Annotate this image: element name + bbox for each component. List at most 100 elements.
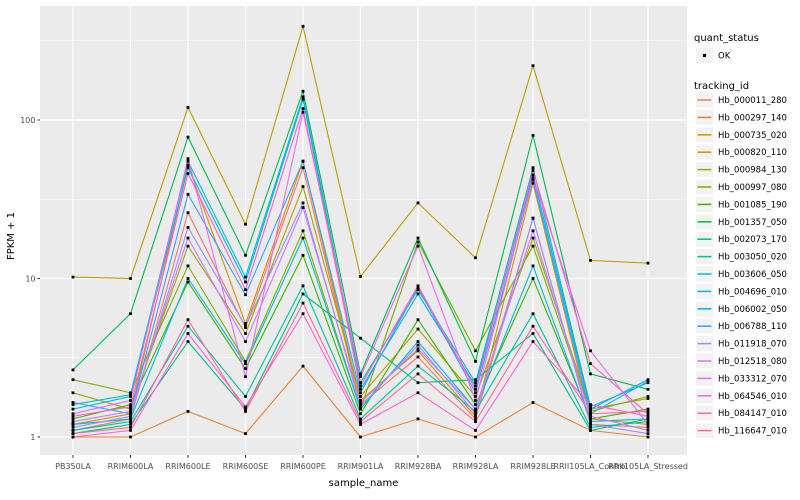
data-point bbox=[71, 429, 75, 432]
legend-item-Hb_000735_020: Hb_000735_020 bbox=[696, 127, 787, 143]
data-point bbox=[244, 322, 247, 325]
legend-item-Hb_000984_130: Hb_000984_130 bbox=[696, 162, 787, 178]
legend-label: Hb_084147_010 bbox=[718, 409, 787, 419]
data-point bbox=[531, 244, 535, 248]
legend-item-Hb_000011_280: Hb_000011_280 bbox=[696, 92, 787, 108]
data-point bbox=[531, 332, 535, 335]
legend-label: Hb_012518_080 bbox=[718, 357, 787, 367]
x-tick-label: PB350LA bbox=[55, 462, 91, 471]
data-point bbox=[301, 97, 305, 101]
legend-label: Hb_000820_110 bbox=[718, 148, 787, 158]
x-tick-label: RRIM928LE bbox=[510, 462, 555, 471]
data-point bbox=[359, 336, 362, 340]
data-point bbox=[531, 229, 535, 233]
legend-item-Hb_000820_110: Hb_000820_110 bbox=[696, 144, 787, 160]
data-point bbox=[244, 360, 247, 363]
data-point bbox=[531, 64, 535, 68]
data-point bbox=[531, 216, 535, 220]
data-point bbox=[589, 417, 592, 421]
data-point bbox=[531, 178, 535, 182]
legend-label: Hb_003050_020 bbox=[718, 253, 787, 263]
data-point bbox=[416, 285, 420, 289]
data-point bbox=[416, 340, 420, 343]
data-point bbox=[244, 275, 247, 279]
data-point bbox=[646, 397, 650, 400]
data-points-group bbox=[71, 24, 650, 439]
x-axis-title: sample_name bbox=[329, 478, 399, 489]
data-point bbox=[589, 412, 592, 416]
data-point bbox=[186, 318, 190, 322]
data-point bbox=[186, 172, 190, 175]
data-point bbox=[474, 360, 477, 363]
data-point bbox=[589, 405, 592, 409]
data-point bbox=[244, 253, 247, 257]
data-point bbox=[531, 401, 535, 404]
data-point bbox=[129, 429, 132, 432]
data-point bbox=[646, 420, 650, 423]
legend-item-Hb_033312_070: Hb_033312_070 bbox=[696, 370, 787, 386]
data-point bbox=[244, 367, 247, 370]
data-point bbox=[129, 426, 132, 429]
legend-title-tracking-id: tracking_id bbox=[694, 81, 749, 92]
legend-item-Hb_006002_050: Hb_006002_050 bbox=[696, 301, 787, 317]
data-point bbox=[71, 401, 75, 404]
data-point bbox=[359, 381, 362, 385]
legend-item-Hb_003050_020: Hb_003050_020 bbox=[696, 249, 787, 265]
data-point bbox=[186, 166, 190, 170]
data-point bbox=[186, 244, 190, 248]
data-point bbox=[474, 412, 477, 416]
x-tick-label: RRIM901LA bbox=[338, 462, 384, 471]
data-point bbox=[186, 226, 190, 229]
data-point bbox=[301, 166, 305, 170]
data-point bbox=[474, 395, 477, 398]
data-point bbox=[359, 387, 362, 391]
legend-item-Hb_116647_010: Hb_116647_010 bbox=[696, 423, 787, 439]
x-tick-label: RRIM600LE bbox=[165, 462, 210, 471]
x-tick-label: RRIM928LA bbox=[453, 462, 499, 471]
x-tick-label: RRIM600SE bbox=[223, 462, 269, 471]
data-point bbox=[244, 432, 247, 435]
legend-item-Hb_000997_080: Hb_000997_080 bbox=[696, 179, 787, 195]
data-point bbox=[71, 407, 75, 411]
x-tick-label: RRIM600LA bbox=[108, 462, 154, 471]
data-point bbox=[301, 236, 305, 240]
data-point bbox=[531, 324, 535, 328]
data-point bbox=[244, 375, 247, 379]
data-point bbox=[71, 275, 75, 279]
data-point bbox=[244, 407, 247, 411]
x-tick-label: RRII105LA_Stressed bbox=[608, 462, 688, 471]
data-point bbox=[474, 403, 477, 406]
data-point bbox=[244, 410, 247, 413]
data-point bbox=[646, 381, 650, 385]
data-point bbox=[301, 253, 305, 257]
legend-item-Hb_011918_070: Hb_011918_070 bbox=[696, 336, 787, 352]
data-point bbox=[186, 135, 190, 139]
data-point bbox=[589, 349, 592, 353]
data-point bbox=[646, 412, 650, 416]
x-tick-label: RRIM928BA bbox=[395, 462, 442, 471]
data-point bbox=[474, 417, 477, 421]
legend-label: Hb_000297_140 bbox=[718, 113, 787, 123]
data-point bbox=[589, 403, 592, 406]
data-point bbox=[71, 417, 75, 421]
data-point bbox=[129, 399, 132, 402]
data-point bbox=[646, 379, 650, 383]
data-point bbox=[301, 89, 305, 93]
data-point bbox=[71, 368, 75, 372]
legend-label: Hb_006788_110 bbox=[718, 322, 787, 332]
legend-label: Hb_006002_050 bbox=[718, 305, 787, 315]
data-point bbox=[474, 399, 477, 402]
data-point bbox=[129, 414, 132, 418]
legend-title-quant-status: quant_status bbox=[694, 33, 759, 44]
data-point bbox=[531, 176, 535, 180]
legend-label: Hb_033312_070 bbox=[718, 374, 787, 384]
data-point bbox=[531, 264, 535, 268]
legend-item-Hb_003606_050: Hb_003606_050 bbox=[696, 266, 787, 282]
data-point bbox=[71, 435, 75, 439]
data-point bbox=[416, 288, 420, 292]
data-point bbox=[186, 340, 190, 343]
data-point bbox=[359, 423, 362, 426]
data-point bbox=[531, 173, 535, 177]
data-point bbox=[186, 211, 190, 215]
data-point bbox=[301, 206, 305, 209]
